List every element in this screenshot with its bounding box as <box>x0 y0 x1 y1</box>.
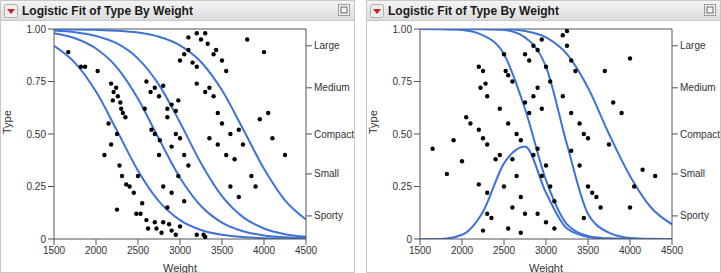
svg-text:1500: 1500 <box>409 245 432 256</box>
svg-text:0: 0 <box>40 234 46 245</box>
svg-text:3500: 3500 <box>211 245 234 256</box>
svg-text:4000: 4000 <box>619 245 642 256</box>
svg-text:Type: Type <box>367 110 379 134</box>
svg-text:0.25: 0.25 <box>27 181 47 192</box>
svg-text:0.75: 0.75 <box>393 76 413 87</box>
svg-text:0.50: 0.50 <box>27 129 47 140</box>
svg-text:3500: 3500 <box>577 245 600 256</box>
svg-text:Weight: Weight <box>529 262 563 273</box>
svg-text:1.00: 1.00 <box>27 24 47 35</box>
svg-text:Small: Small <box>680 168 705 179</box>
svg-text:4000: 4000 <box>253 245 276 256</box>
svg-text:Compact: Compact <box>314 129 354 140</box>
svg-text:Large: Large <box>680 40 706 51</box>
svg-text:0.75: 0.75 <box>27 76 47 87</box>
html-text:Logistic Fit of Type By Weight: Logistic Fit of Type By Weight <box>388 3 559 18</box>
svg-text:Type: Type <box>8 110 13 134</box>
svg-text:2000: 2000 <box>85 245 108 256</box>
svg-text:0.25: 0.25 <box>393 181 413 192</box>
svg-text:2000: 2000 <box>451 245 474 256</box>
svg-text:Medium: Medium <box>680 82 713 93</box>
svg-text:0.50: 0.50 <box>393 129 413 140</box>
svg-text:Sporty: Sporty <box>680 210 709 221</box>
svg-text:Medium: Medium <box>314 82 350 93</box>
svg-text:Sporty: Sporty <box>314 210 343 221</box>
svg-text:2500: 2500 <box>493 245 516 256</box>
svg-text:Compact: Compact <box>680 129 713 140</box>
svg-text:Small: Small <box>314 168 339 179</box>
svg-text:Weight: Weight <box>163 262 197 273</box>
svg-text:3000: 3000 <box>169 245 192 256</box>
svg-text:3000: 3000 <box>535 245 558 256</box>
svg-text:1500: 1500 <box>43 245 66 256</box>
svg-text:4500: 4500 <box>295 245 318 256</box>
svg-text:0: 0 <box>406 234 412 245</box>
html-text:Logistic Fit of Type By Weight: Logistic Fit of Type By Weight <box>22 3 193 18</box>
svg-text:1.00: 1.00 <box>393 24 413 35</box>
svg-text:4500: 4500 <box>661 245 684 256</box>
svg-text:Large: Large <box>314 40 340 51</box>
svg-text:2500: 2500 <box>127 245 150 256</box>
